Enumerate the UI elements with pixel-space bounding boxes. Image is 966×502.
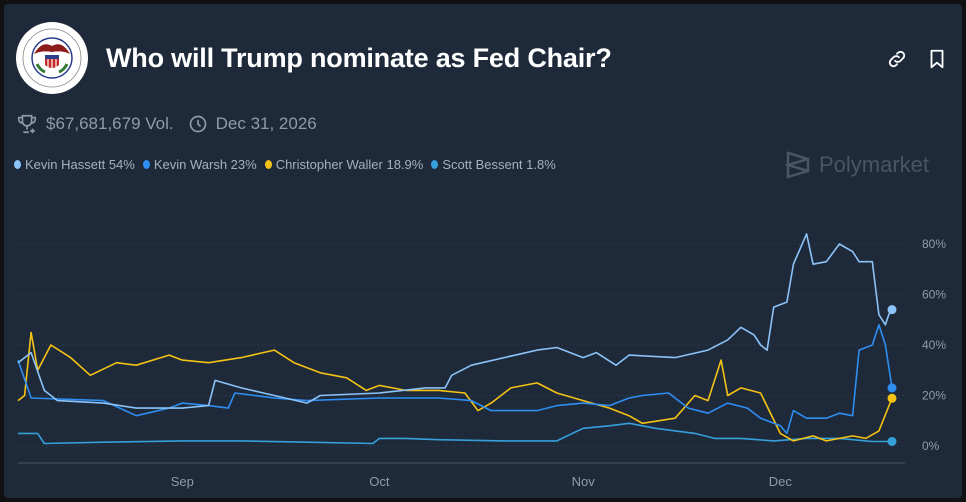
x-tick-label: Sep [171, 474, 194, 489]
legend-dot [14, 160, 21, 169]
series-end-dot [887, 383, 897, 393]
series-end-dot [887, 436, 897, 446]
y-tick-label: 20% [922, 389, 946, 403]
y-tick-label: 40% [922, 338, 946, 352]
legend-label: Christopher Waller 18.9% [275, 157, 424, 172]
market-meta: $67,681,679 Vol. Dec 31, 2026 [16, 113, 317, 135]
legend-item: Christopher Waller 18.9% [264, 157, 424, 172]
x-tick-label: Oct [369, 474, 390, 489]
y-tick-label: 80% [922, 237, 946, 251]
legend-label: Kevin Warsh 23% [153, 157, 257, 172]
bookmark-icon[interactable] [926, 48, 948, 70]
trophy-icon [17, 114, 37, 134]
legend-item: Kevin Hassett 54% [14, 157, 135, 172]
volume-text: $67,681,679 Vol. [46, 114, 174, 133]
series-end-dot [887, 305, 897, 315]
legend-dot [264, 160, 272, 169]
legend-dot [142, 160, 150, 169]
x-tick-label: Nov [572, 474, 596, 489]
federal-reserve-seal-logo [16, 22, 88, 94]
legend-label: Kevin Hassett 54% [25, 157, 135, 172]
x-tick-label: Dec [769, 474, 793, 489]
polymarket-logo-icon [785, 151, 810, 179]
series-line [18, 422, 892, 445]
legend-dot [431, 160, 439, 169]
chart-legend: Kevin Hassett 54% Kevin Warsh 23% Christ… [14, 157, 564, 172]
legend-item: Kevin Warsh 23% [142, 157, 257, 172]
series-line [17, 324, 893, 435]
watermark-text: Polymarket [819, 152, 930, 177]
end-date-text: Dec 31, 2026 [215, 114, 317, 133]
page-title: Who will Trump nominate as Fed Chair? [106, 43, 612, 73]
y-tick-label: 0% [922, 439, 940, 453]
y-tick-label: 60% [922, 288, 946, 302]
clock-icon [189, 115, 206, 133]
polymarket-watermark: Polymarket [785, 150, 929, 180]
legend-item: Scott Bessent 1.8% [431, 157, 556, 172]
series-line [17, 233, 893, 409]
series-end-dot [887, 393, 897, 403]
series-line [17, 331, 893, 442]
link-icon[interactable] [886, 48, 908, 70]
legend-label: Scott Bessent 1.8% [442, 157, 556, 172]
